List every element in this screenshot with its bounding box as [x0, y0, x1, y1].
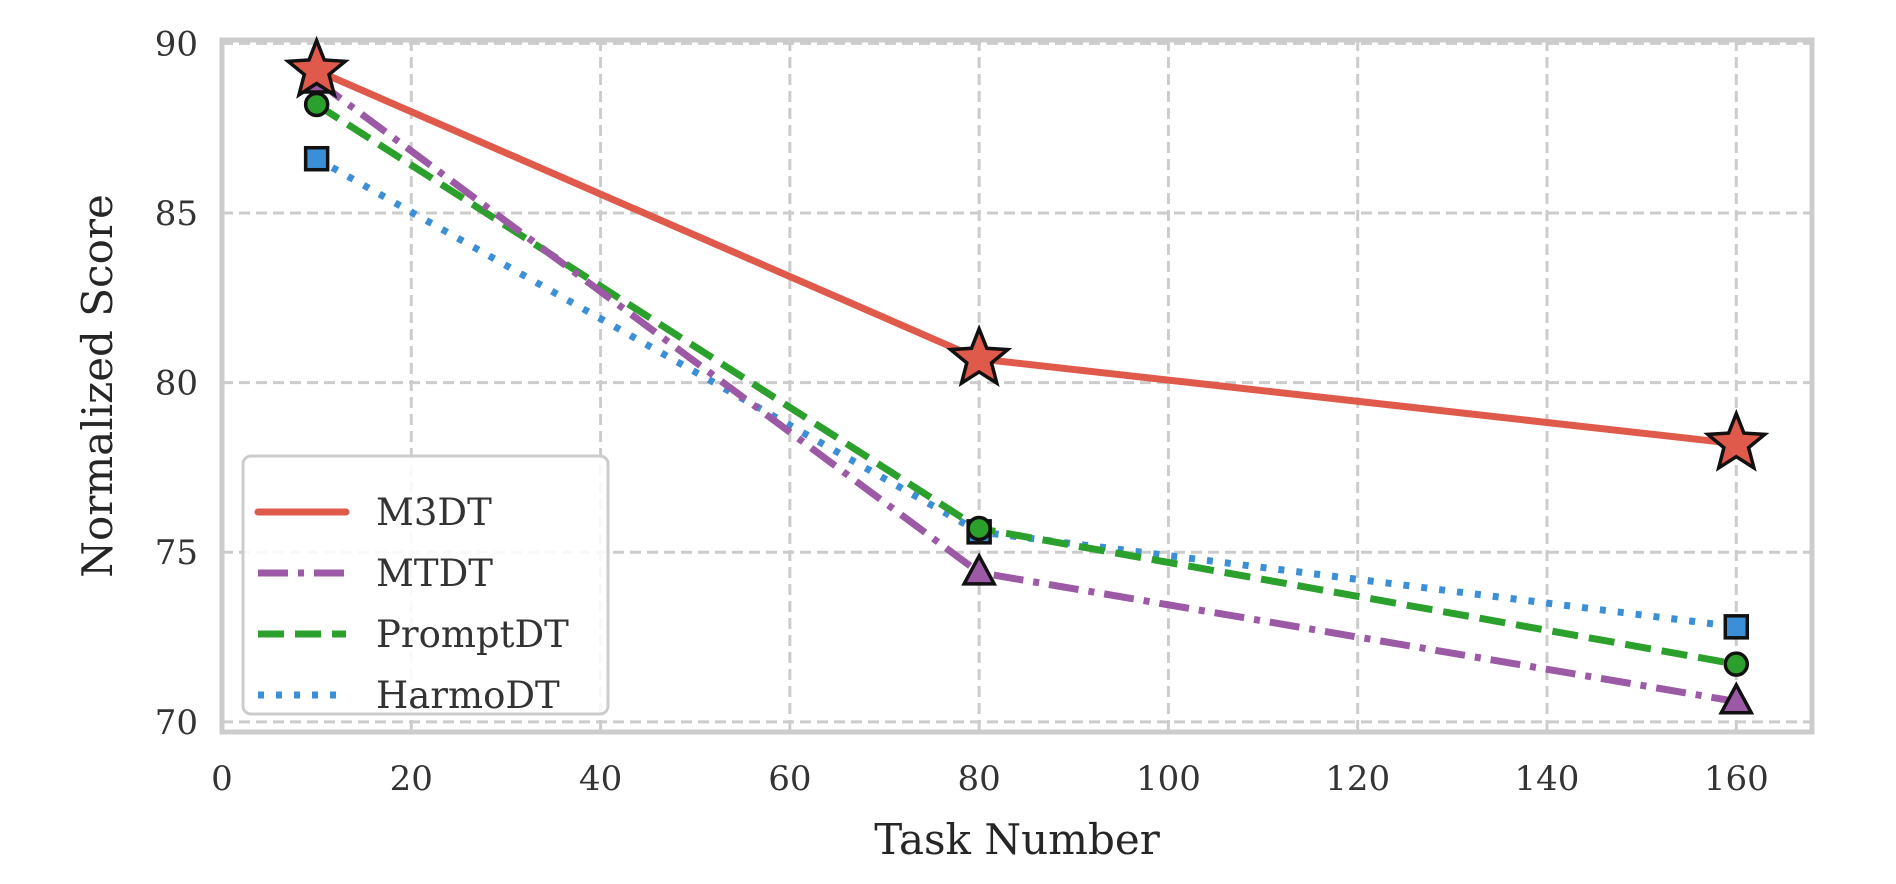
x-tick-label: 140 [1515, 759, 1580, 799]
x-tick-label: 100 [1136, 759, 1201, 799]
series-line-m3dt [313, 67, 1740, 448]
x-tick-label: 40 [579, 759, 622, 799]
data-point-m3dt [283, 35, 350, 99]
legend-label-promptdt: PromptDT [376, 613, 569, 656]
x-tick-label: 0 [211, 759, 233, 799]
x-tick-label: 160 [1704, 759, 1769, 799]
y-axis-ticks: 70 75 80 85 90 [155, 24, 198, 742]
y-axis-title: Normalized Score [73, 194, 122, 578]
data-point-mtdt [1718, 681, 1755, 715]
y-tick-label: 80 [155, 364, 198, 404]
data-point-harmodt [1723, 614, 1750, 640]
legend-label-harmodt: HarmoDT [376, 674, 560, 717]
series-markers [283, 35, 1770, 715]
x-axis-ticks: 0 20 40 60 80 100 120 140 160 [211, 759, 1769, 799]
y-tick-label: 90 [155, 24, 198, 64]
plot-area-frame [219, 37, 1815, 735]
data-point-promptdt [1723, 651, 1750, 677]
legend: M3DT MTDT PromptDT HarmoDT [241, 454, 610, 717]
y-tick-label: 70 [155, 703, 198, 743]
x-tick-label: 60 [768, 759, 811, 799]
legend-label-mtdt: MTDT [376, 552, 493, 595]
data-point-harmodt [303, 145, 330, 172]
legend-box [241, 454, 610, 716]
data-point-m3dt [946, 324, 1013, 387]
x-tick-label: 120 [1325, 759, 1390, 799]
x-tick-label: 80 [958, 759, 1001, 799]
data-point-promptdt [303, 91, 330, 118]
y-tick-label: 85 [155, 194, 198, 234]
data-point-mtdt [961, 552, 998, 586]
legend-label-m3dt: M3DT [376, 491, 492, 534]
x-axis-title: Task Number [874, 815, 1161, 864]
y-tick-label: 75 [155, 533, 198, 573]
x-tick-label: 20 [390, 759, 433, 799]
data-point-m3dt [1703, 408, 1770, 472]
data-point-promptdt [966, 515, 992, 542]
